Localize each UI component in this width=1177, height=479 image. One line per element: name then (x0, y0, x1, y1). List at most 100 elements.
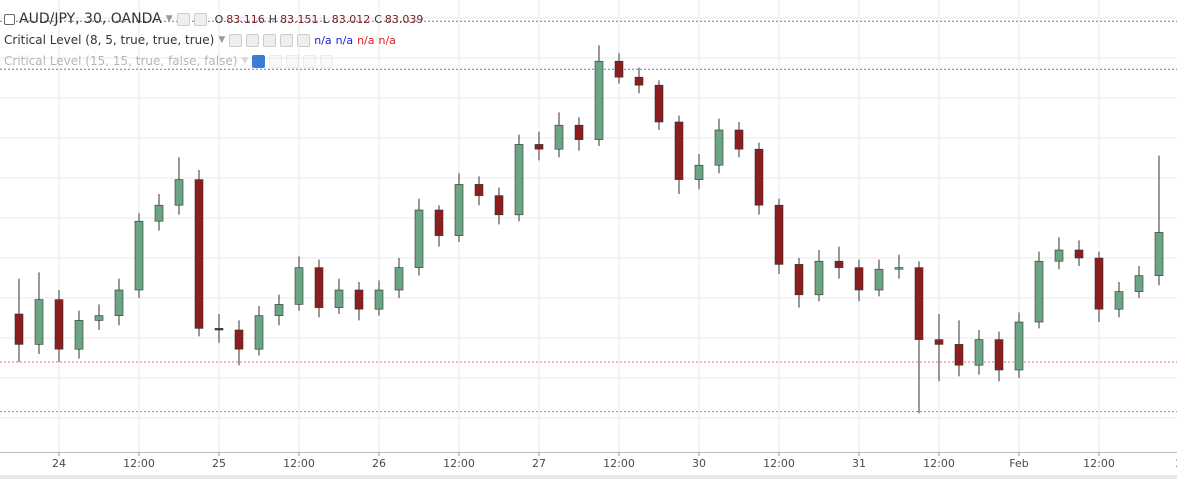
icon[interactable] (269, 54, 283, 68)
ohlc-label: H (268, 12, 278, 26)
candle-body (674, 121, 684, 180)
candle-body (234, 329, 244, 350)
x-tick-label: 25 (212, 457, 226, 470)
candle-body (594, 60, 604, 140)
ohlc-value: 83.116 (226, 12, 265, 26)
indicator-name: Critical Level (8, 5, true, true, true) (4, 33, 215, 47)
ohlc-values: O 83.116 H 83.151 L 83.012 C 83.039 (211, 13, 424, 26)
indicator-value: n/a (314, 33, 332, 47)
icon[interactable] (280, 33, 294, 47)
candle-body (614, 60, 624, 78)
candle-body (774, 204, 784, 265)
visibility-toggle[interactable] (252, 54, 266, 68)
caret[interactable]: ▼ (218, 35, 226, 45)
candle-body (294, 267, 304, 305)
caret[interactable]: ▼ (241, 56, 249, 66)
candle-body (14, 313, 24, 345)
candle-body (554, 124, 564, 150)
candle-body (394, 267, 404, 291)
ohlc-value: 83.039 (384, 12, 424, 26)
indicator-value: n/a (335, 33, 354, 47)
x-tick-label: 12:00 (923, 457, 955, 470)
candle-body (1034, 260, 1044, 323)
candle-body (634, 76, 644, 86)
icon[interactable] (286, 54, 300, 68)
icon[interactable] (320, 54, 334, 68)
candle-body (474, 184, 484, 196)
icon[interactable] (193, 12, 207, 26)
candle-body (534, 144, 544, 150)
candle-body (694, 164, 704, 180)
icon[interactable] (303, 54, 317, 68)
ohlc-label: C (374, 12, 382, 26)
candle-body (54, 299, 64, 350)
candle-body (274, 304, 284, 316)
candle-body (314, 267, 324, 308)
icon[interactable] (229, 33, 243, 47)
candle-body (434, 209, 444, 236)
candle-body (814, 260, 824, 296)
candle-body (1114, 291, 1124, 310)
candle-body (794, 264, 804, 296)
candle-body (914, 267, 924, 340)
candle-body (1014, 321, 1024, 371)
icon[interactable] (246, 33, 260, 47)
x-tick-label: 12:00 (603, 457, 635, 470)
candle-body (1154, 232, 1164, 276)
candle-body (714, 129, 724, 166)
icon[interactable] (263, 33, 277, 47)
candle-body (174, 179, 184, 206)
candle-body (734, 129, 744, 150)
candle-body (854, 267, 864, 291)
candle-body (254, 315, 264, 350)
candle-body (354, 289, 364, 310)
candle-body (654, 84, 664, 123)
candle-body (114, 289, 124, 316)
x-tick-label: 24 (52, 457, 66, 470)
caret[interactable]: ▼ (165, 14, 173, 24)
indicator-name: Critical Level (15, 15, true, false, fal… (4, 54, 238, 68)
bottom-strip (0, 475, 1177, 479)
x-tick-label: 12:00 (123, 457, 155, 470)
x-tick-label: Feb (1009, 457, 1028, 470)
candle-body (134, 220, 144, 291)
candle-body (414, 209, 424, 268)
x-tick-label: 12:00 (283, 457, 315, 470)
candle-body (1134, 275, 1144, 292)
symbol-title: AUD/JPY, 30, OANDA (19, 11, 162, 27)
candle-body (1094, 257, 1104, 310)
indicator-legend: Critical Level (15, 15, true, false, fal… (4, 54, 334, 68)
icon[interactable] (176, 12, 190, 26)
candle-body (894, 267, 904, 270)
candle-body (514, 144, 524, 216)
candle-body (834, 260, 844, 268)
candle-body (994, 339, 1004, 371)
icon[interactable] (297, 33, 311, 47)
x-tick-label: 31 (852, 457, 866, 470)
x-tick-label: 30 (692, 457, 706, 470)
x-tick-label: 27 (532, 457, 546, 470)
candle-body (74, 320, 84, 350)
indicator-legend: Critical Level (8, 5, true, true, true) … (4, 33, 396, 47)
candle-body (1054, 249, 1064, 262)
collapse-button[interactable] (4, 13, 15, 25)
candle-body (194, 179, 204, 329)
candle-body (374, 289, 384, 310)
candle-body (1074, 249, 1084, 259)
candle-body (754, 148, 764, 206)
symbol-legend: AUD/JPY, 30, OANDA ▼ O 83.116 H 83.151 L 83.0… (4, 11, 423, 27)
candle-body (214, 328, 224, 331)
x-tick-label: 2 (1176, 457, 1177, 470)
candle-body (454, 184, 464, 236)
time-axis (0, 452, 1177, 479)
candle-body (494, 195, 504, 216)
ohlc-value: 83.151 (280, 12, 319, 26)
candle-body (154, 204, 164, 222)
candle-body (94, 315, 104, 321)
candle-body (34, 299, 44, 345)
x-tick-label: 12:00 (1083, 457, 1115, 470)
indicator-value: n/a (357, 33, 375, 47)
candle-body (974, 339, 984, 366)
